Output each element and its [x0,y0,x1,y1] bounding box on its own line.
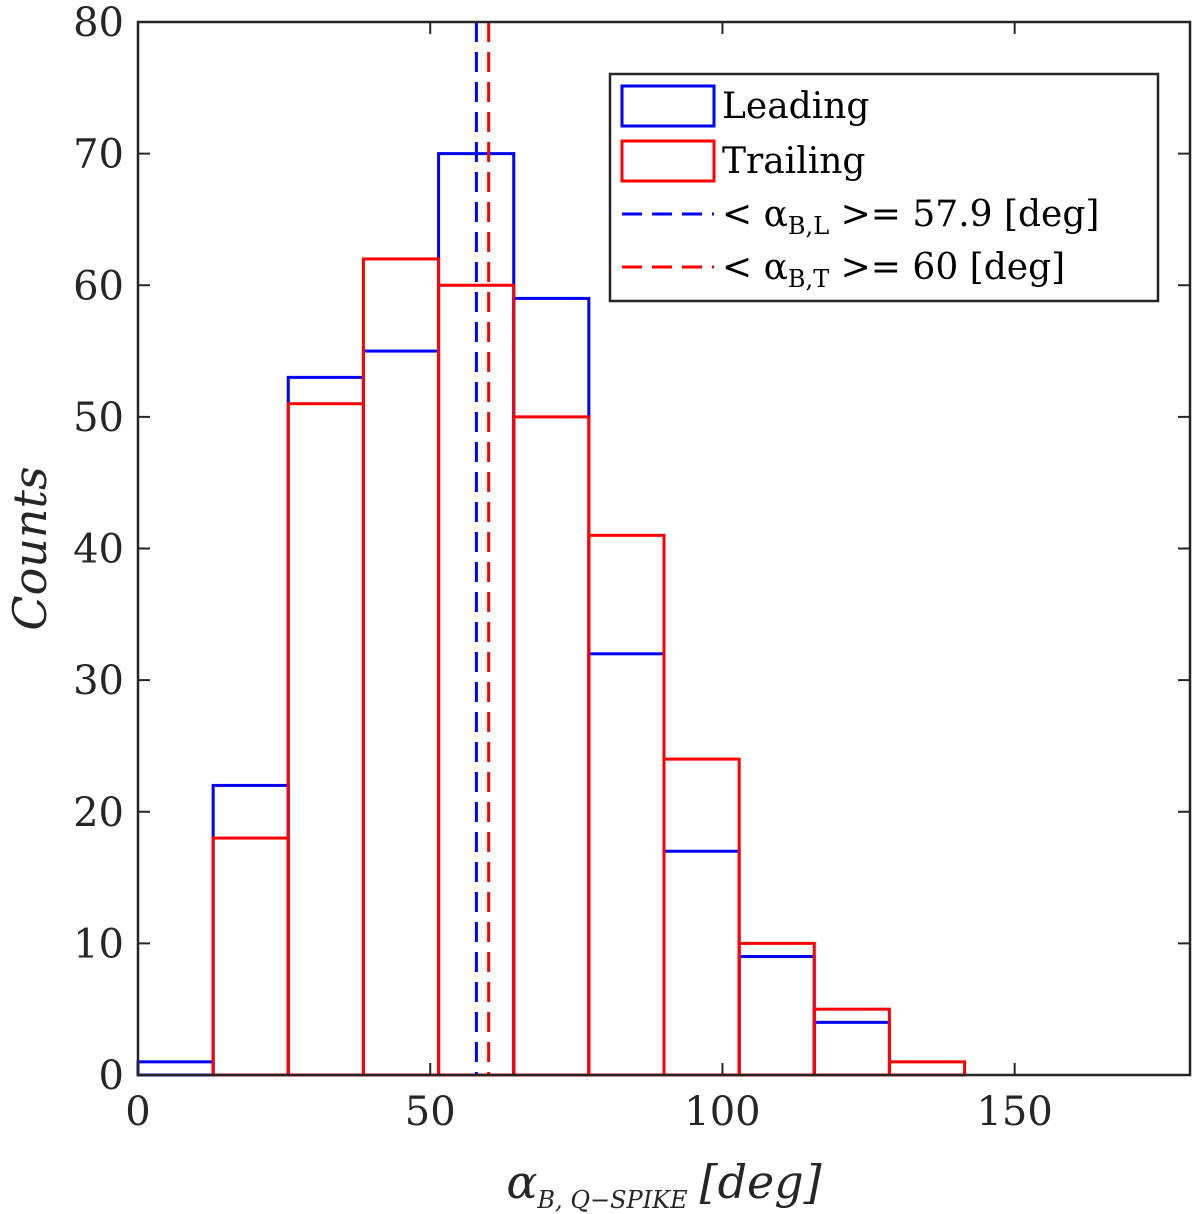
legend-swatch-trailing [620,139,716,183]
legend-label-trailing: Trailing [722,141,865,182]
bar-leading-bin-9 [812,1020,891,1077]
x-tick-label-50: 50 [405,1089,456,1135]
legend: Leading Trailing < αB,L >= 57.9 [deg] < … [608,72,1160,303]
bar-leading-bin-5 [512,296,591,1077]
legend-mean-leading-sub: B,L [788,212,829,240]
bar-trailing-bin-1 [211,836,290,1077]
y-tick-label-10: 10 [73,921,124,967]
x-axis-label-unit: [deg] [700,1155,822,1209]
bar-trailing-bin-2 [286,402,365,1077]
bar-leading-bin-3 [361,349,441,1077]
legend-box [608,72,1160,303]
legend-label-leading: Leading [722,86,869,127]
bar-trailing-bin-5 [512,415,591,1077]
bar-trailing-bin-8 [737,941,816,1077]
bar-trailing-bin-10 [887,1060,967,1077]
bar-leading-bin-0 [136,1060,215,1077]
y-tick-label-50: 50 [73,395,124,441]
x-axis-label-main: α [506,1155,537,1209]
mean-lines [474,22,491,1075]
x-tick-label-0: 0 [125,1089,150,1135]
x-axis-label-sub: B, Q−SPIKE [536,1186,688,1214]
bar-trailing-bin-9 [812,1007,891,1077]
bar-leading-bin-2 [286,375,365,1077]
x-tick-label-100: 100 [684,1089,760,1135]
y-tick-label-30: 30 [73,658,124,704]
legend-mean-trailing-main: < α [722,247,788,288]
legend-mean-leading-main: < α [722,194,788,235]
x-tick-label-150: 150 [976,1089,1052,1135]
legend-mean-leading-rest: >= 57.9 [deg] [829,194,1099,235]
legend-label-mean-leading: < αB,L >= 57.9 [deg] [722,194,1099,240]
y-tick-label-60: 60 [73,263,124,309]
y-tick-label-40: 40 [73,527,124,573]
bar-trailing-bin-6 [587,533,666,1077]
legend-swatch-leading [620,84,716,128]
y-tick-label-20: 20 [73,790,124,836]
bar-leading-bin-1 [211,783,290,1077]
y-tick-label-70: 70 [73,132,124,178]
bar-leading-bin-8 [737,955,816,1077]
y-tick-label-0: 0 [99,1053,124,1099]
legend-mean-trailing-sub: B,T [788,265,829,293]
bar-leading-bin-7 [662,849,741,1077]
bar-trailing-bin-3 [361,257,441,1077]
y-tick-label-80: 80 [73,0,124,46]
legend-label-mean-trailing: < αB,T >= 60 [deg] [722,247,1065,293]
y-axis-label: Counts [3,466,57,630]
legend-mean-trailing-rest: >= 60 [deg] [829,247,1065,288]
x-axis-label: αB, Q−SPIKE [deg] [506,1155,821,1214]
axis-ticks: 0 50 100 150 0 10 20 30 40 50 60 70 80 [73,0,1190,1135]
bar-trailing-bin-7 [662,757,741,1077]
bar-leading-bin-6 [587,652,666,1077]
